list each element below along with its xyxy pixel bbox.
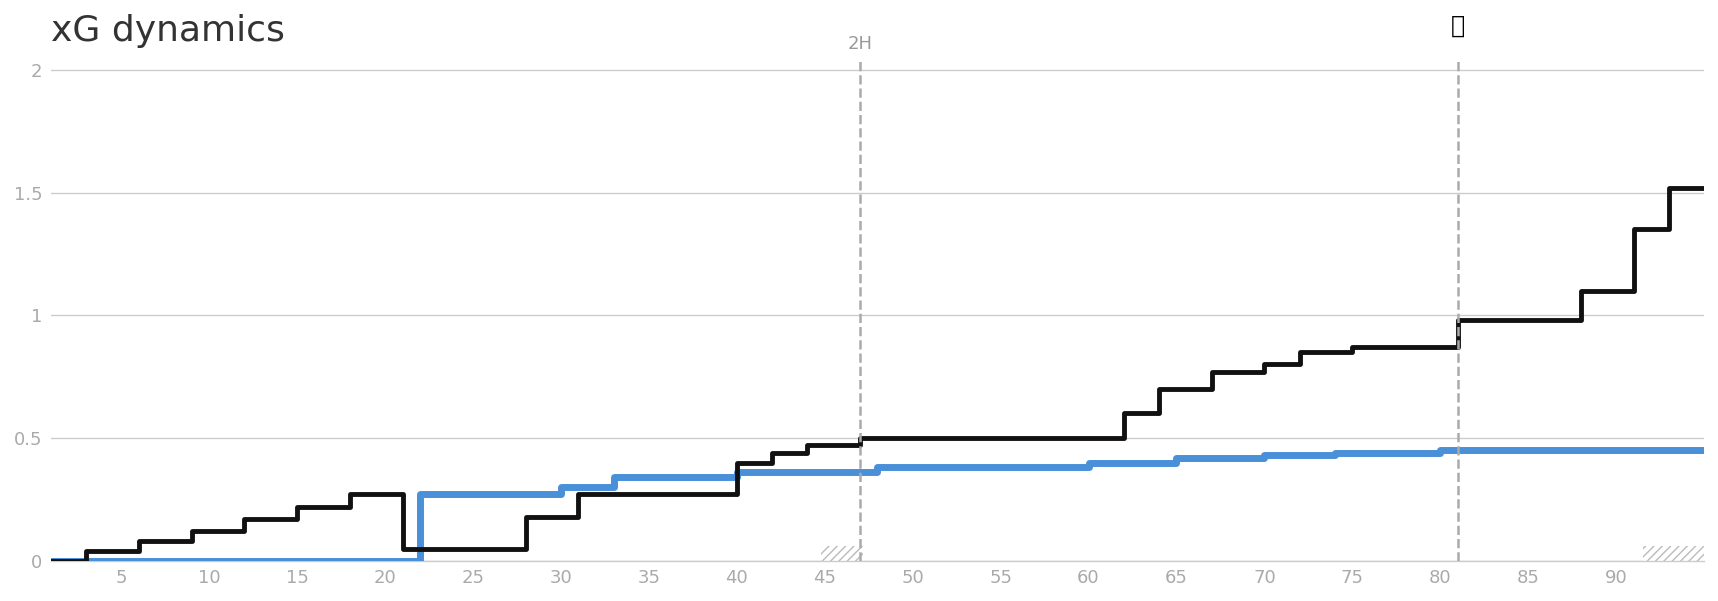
- Text: 2H: 2H: [847, 34, 873, 52]
- Text: ⚽: ⚽: [1450, 13, 1465, 37]
- Text: xG dynamics: xG dynamics: [52, 14, 285, 48]
